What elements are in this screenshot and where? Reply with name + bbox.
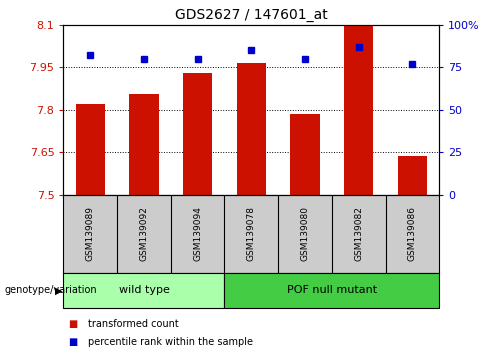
Text: ■: ■ [68,337,78,348]
Bar [344,25,373,195]
Text: GSM139082: GSM139082 [354,206,363,261]
Text: GSM139089: GSM139089 [86,206,95,261]
Text: GSM139094: GSM139094 [193,206,202,261]
Bar [76,104,105,195]
Text: transformed count: transformed count [88,319,179,329]
Bar [290,114,320,195]
Text: wild type: wild type [119,285,169,295]
Text: ■: ■ [68,319,78,329]
Bar [224,273,439,308]
Bar [63,273,224,308]
Text: GSM139092: GSM139092 [140,206,148,261]
Text: GSM139086: GSM139086 [408,206,417,261]
Text: genotype/variation: genotype/variation [5,285,98,295]
Title: GDS2627 / 147601_at: GDS2627 / 147601_at [175,8,328,22]
Bar [129,94,159,195]
Bar [183,73,212,195]
Bar [398,156,427,195]
Text: POF null mutant: POF null mutant [287,285,377,295]
Text: GSM139078: GSM139078 [247,206,256,261]
Text: GSM139080: GSM139080 [301,206,309,261]
Text: ▶: ▶ [55,285,62,295]
Text: percentile rank within the sample: percentile rank within the sample [88,337,253,348]
Bar [237,63,266,195]
